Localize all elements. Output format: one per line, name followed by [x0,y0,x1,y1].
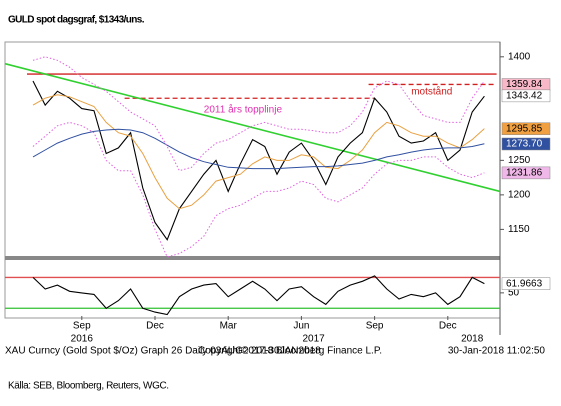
chart-title: GULD spot dagsgraf, $1343/uns. [8,15,145,26]
year-label: 2017 [302,334,325,345]
value-box [501,122,551,135]
y-tick-label: 1200 [508,190,531,201]
series-line [32,128,485,170]
x-tick-label: Jun [293,321,309,332]
source: Källa: SEB, Bloomberg, Reuters, WGC. [8,381,169,392]
annotation: motstånd [411,86,452,98]
footer-right: 30-Jan-2018 11:02:50 [448,346,546,357]
y-tick-label: 1150 [508,224,530,235]
x-tick-label: Sep [73,321,91,332]
footer-center: Copyright© 2018 Bloomberg Finance L.P. [198,346,382,357]
y-tick-label: 1250 [508,155,531,166]
value-box-label: 61.9663 [506,278,543,289]
trend-line [4,62,501,193]
series-line [32,94,485,210]
value-box [501,277,551,290]
y-tick-label: 1400 [508,51,531,62]
value-box [501,137,551,151]
year-label: 2016 [71,334,94,345]
x-tick-label: Mar [220,321,238,332]
year-label: 2018 [461,334,484,345]
x-tick-label: Dec [439,321,457,332]
value-box-label: 1273.70 [506,139,543,150]
panel-divider [5,256,500,260]
series-line [32,80,485,241]
value-box-label: 1295.85 [506,123,543,134]
x-tick-label: Dec [146,321,164,332]
value-box-label: 1359.84 [506,79,543,90]
y-tick-label: 50 [508,287,520,298]
value-box [501,89,551,103]
x-tick-label: Sep [366,321,384,332]
value-box-label: 1231.86 [506,168,543,179]
series-line [32,275,485,316]
value-box [501,166,551,180]
annotation: 2011 års topplinje [204,104,283,116]
value-box-label: 1343.42 [506,91,543,102]
series-line [32,56,485,172]
footer-left: XAU Curncy (Gold Spot $/Oz) Graph 26 Dai… [5,346,321,357]
